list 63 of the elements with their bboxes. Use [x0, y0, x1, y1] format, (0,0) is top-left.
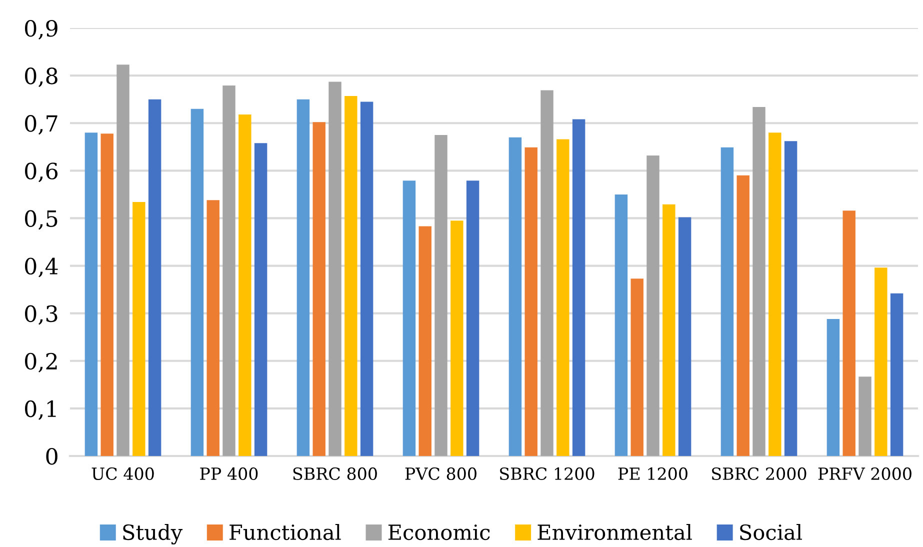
legend-label: Functional	[230, 524, 341, 540]
y-tick-label: 0,3	[25, 305, 58, 325]
legend-label: Economic	[388, 524, 490, 540]
x-tick-label: PP 400	[200, 467, 258, 480]
bar	[116, 64, 130, 456]
bar	[630, 278, 644, 456]
bar	[720, 147, 734, 456]
bar	[508, 137, 522, 456]
bar	[450, 220, 464, 456]
bar	[238, 114, 252, 456]
x-tick-label: PE 1200	[618, 467, 688, 480]
bar	[190, 108, 204, 456]
y-tick-label: 0,6	[25, 162, 58, 182]
bar	[360, 102, 374, 456]
x-tick-label: PRFV 2000	[818, 467, 912, 480]
x-tick-label: SBRC 800	[293, 467, 377, 480]
y-tick-label: 0,4	[25, 258, 58, 278]
x-tick-label: PVC 800	[405, 467, 476, 480]
bar	[222, 86, 236, 456]
bar	[100, 134, 114, 456]
y-tick-label: 0,5	[25, 210, 58, 230]
legend-label: Environmental	[538, 524, 692, 540]
bar	[148, 99, 162, 456]
y-tick-label: 0	[46, 448, 58, 465]
bar	[890, 293, 904, 456]
bar	[402, 180, 416, 456]
bar	[556, 139, 570, 456]
bar	[344, 96, 358, 456]
bar	[254, 143, 268, 456]
y-tick-label: 0,8	[25, 68, 58, 88]
bar	[312, 122, 326, 456]
bar	[736, 175, 750, 456]
bar	[842, 210, 856, 456]
x-tick-label: SBRC 1200	[500, 467, 594, 480]
bar	[784, 141, 798, 456]
bar	[466, 180, 480, 456]
bar	[328, 82, 342, 456]
bar	[434, 135, 448, 456]
y-tick-label: 0,1	[25, 400, 56, 420]
bar	[646, 155, 660, 456]
bar	[84, 132, 98, 456]
y-tick-label: 0,9	[25, 20, 58, 40]
bar	[678, 217, 692, 456]
bar	[752, 106, 766, 456]
bar	[662, 204, 676, 456]
x-tick-label: UC 400	[92, 467, 154, 480]
bar	[572, 119, 586, 456]
bar	[206, 200, 220, 456]
bar	[874, 268, 888, 456]
y-tick-label: 0,2	[25, 352, 57, 372]
bar	[296, 99, 310, 456]
legend-label: Study	[123, 524, 183, 544]
bar	[826, 319, 840, 456]
bar	[768, 132, 782, 456]
legend-label: Social	[740, 524, 802, 540]
bar	[540, 90, 554, 456]
bar	[614, 194, 628, 456]
y-tick-label: 0,7	[25, 115, 58, 135]
bar	[418, 226, 432, 456]
bar	[524, 147, 538, 456]
bar	[858, 376, 872, 456]
bar	[132, 202, 146, 456]
x-tick-label: SBRC 2000	[712, 467, 806, 480]
